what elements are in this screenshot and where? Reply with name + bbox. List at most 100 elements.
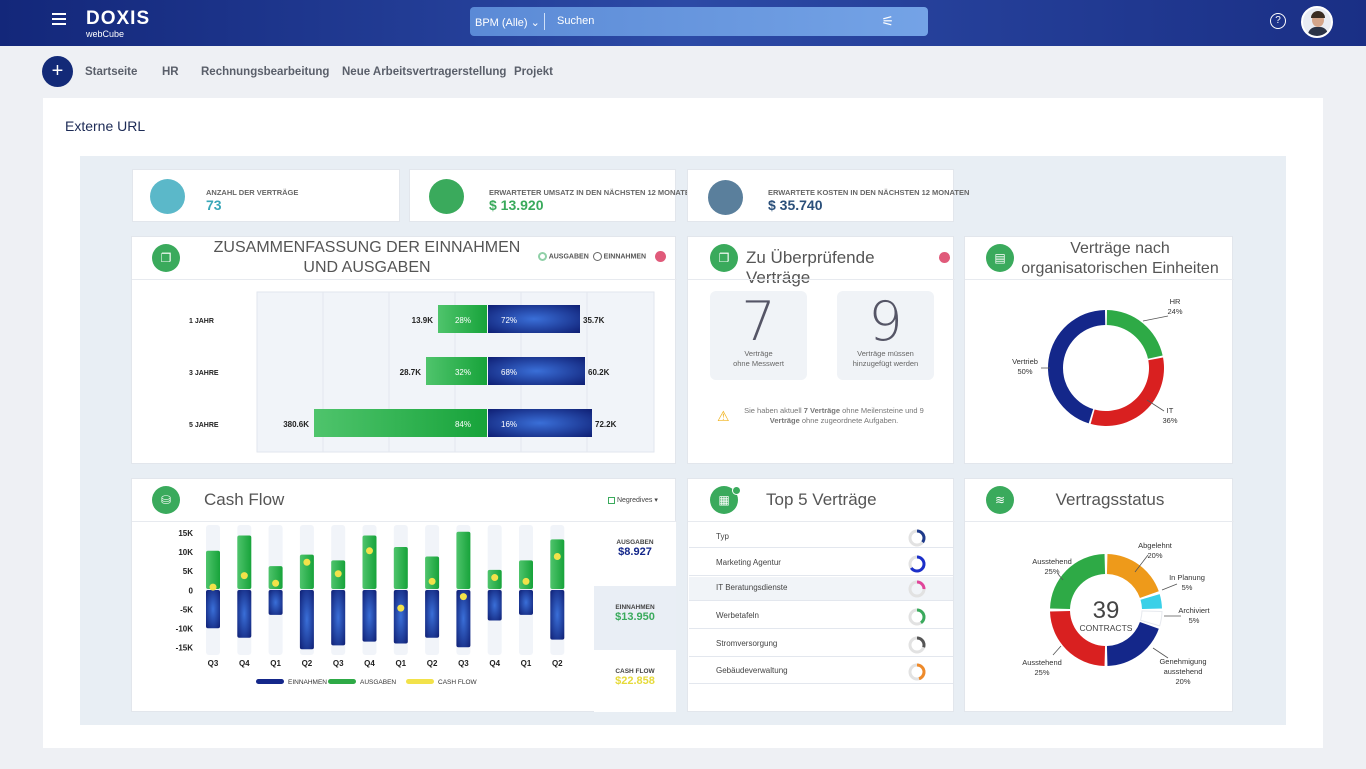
bar-einnahmen[interactable] xyxy=(393,590,408,644)
bar-einnahmen[interactable] xyxy=(237,590,252,638)
cashflow-point[interactable] xyxy=(491,574,499,582)
list-item[interactable]: IT Beratungsdienste xyxy=(689,577,953,601)
search-input[interactable]: Suchen xyxy=(557,15,595,27)
divider xyxy=(132,279,677,280)
filter-icon[interactable]: ⚟ xyxy=(881,13,894,29)
bar-einnahmen[interactable] xyxy=(519,590,533,615)
legend-swatch xyxy=(406,679,434,684)
search-bar[interactable]: BPM (Alle) ⌄ Suchen ⚟ xyxy=(470,7,928,36)
bar-einnahmen[interactable] xyxy=(488,305,580,333)
bar-ausgaben[interactable] xyxy=(456,531,471,589)
mini-donut-icon xyxy=(908,529,926,547)
app-logo[interactable]: DOXIS webCube xyxy=(86,9,150,39)
x-tick-label: Q2 xyxy=(552,659,563,668)
logo-sub: webCube xyxy=(86,29,125,39)
bar-ausgaben[interactable] xyxy=(299,554,314,589)
nav-item-startseite[interactable]: Startseite xyxy=(85,66,138,78)
bar-value-label: 13.9K xyxy=(412,316,434,325)
x-tick-label: Q1 xyxy=(521,659,532,668)
bar-ausgaben[interactable] xyxy=(438,305,487,333)
bar-ausgaben[interactable] xyxy=(393,546,408,589)
nav-item-hr[interactable]: HR xyxy=(162,66,179,78)
cashflow-point[interactable] xyxy=(428,577,436,585)
search-separator xyxy=(544,13,545,30)
bar-einnahmen[interactable] xyxy=(487,590,502,621)
donut-slice-it[interactable] xyxy=(1090,357,1164,426)
nav-item-arbeitsvertrag[interactable]: Neue Arbeitsvertragerstellung xyxy=(342,66,507,78)
cashflow-point[interactable] xyxy=(459,593,467,601)
bar-einnahmen[interactable] xyxy=(488,409,592,437)
bar-einnahmen[interactable] xyxy=(550,590,565,640)
bar-einnahmen[interactable] xyxy=(268,590,283,615)
cashflow-point[interactable] xyxy=(240,572,248,580)
radio-einnahmen-icon[interactable] xyxy=(592,252,602,261)
radio-ausgaben-icon[interactable] xyxy=(538,252,547,261)
nav-item-projekt[interactable]: Projekt xyxy=(514,66,553,78)
bar-ausgaben[interactable] xyxy=(426,357,487,385)
page-title: Externe URL xyxy=(65,118,146,134)
cashflow-point[interactable] xyxy=(366,547,373,555)
nav-item-rechnungsbearbeitung[interactable]: Rechnungsbearbeitung xyxy=(201,66,330,78)
bar-einnahmen[interactable] xyxy=(331,590,346,646)
list-item[interactable]: Gebäudeverwaltung xyxy=(689,660,953,684)
metric-number: 7 xyxy=(741,290,776,353)
cashflow-point[interactable] xyxy=(209,583,217,591)
cashflow-point[interactable] xyxy=(522,577,530,585)
list-item[interactable]: Stromversorgung xyxy=(689,633,953,657)
legend-label: AUSGABEN xyxy=(360,679,396,686)
bar-einnahmen[interactable] xyxy=(488,357,585,385)
donut-slice[interactable] xyxy=(1140,594,1162,610)
donut-slice-vertrieb[interactable] xyxy=(1048,310,1106,424)
kpi-card-costs: ERWARTETE KOSTEN IN DEN NÄCHSTEN 12 MONA… xyxy=(687,169,969,222)
donut-slice[interactable] xyxy=(1050,554,1106,610)
list-item[interactable]: Marketing Agentur xyxy=(689,552,953,576)
donut-slice-hr[interactable] xyxy=(1106,310,1163,359)
legend-ausgaben: AUSGABEN xyxy=(548,253,589,261)
x-tick-label: Q2 xyxy=(302,659,313,668)
bar-ausgaben[interactable] xyxy=(550,539,565,589)
cashflow-point[interactable] xyxy=(553,553,561,561)
bar-einnahmen[interactable] xyxy=(299,590,314,650)
center-number: 39 xyxy=(1093,597,1120,624)
search-scope-dropdown[interactable]: BPM (Alle) ⌄ xyxy=(475,16,540,29)
cashflow-point[interactable] xyxy=(303,558,311,566)
bar-ausgaben[interactable] xyxy=(314,409,487,437)
bar-ausgaben[interactable] xyxy=(519,560,533,589)
summary-value: $13.950 xyxy=(615,611,655,623)
metric-box-no-milestone[interactable]: 7 Verträge ohne Messwert xyxy=(710,291,807,380)
bar-einnahmen[interactable] xyxy=(362,590,377,642)
bar-ausgaben[interactable] xyxy=(237,535,252,589)
caret-down-icon: ▾ xyxy=(654,497,658,504)
leader-line xyxy=(1161,583,1178,591)
help-icon[interactable]: ? xyxy=(1270,13,1286,29)
list-item[interactable]: Werbetafeln xyxy=(689,605,953,629)
y-tick-label: 15K xyxy=(178,529,193,538)
donut-slice[interactable] xyxy=(1106,554,1159,598)
cashflow-dropdown[interactable]: Negredives ▾ xyxy=(608,496,658,504)
metric-box-to-add[interactable]: 9 Verträge müssen hinzugefügt werden xyxy=(837,291,934,380)
warning-part: Sie haben aktuell xyxy=(744,406,804,415)
cashflow-point[interactable] xyxy=(272,579,280,587)
kpi-value: 73 xyxy=(206,197,222,213)
donut-slice[interactable] xyxy=(1139,610,1163,627)
add-button[interactable]: + xyxy=(42,56,73,87)
cashflow-point[interactable] xyxy=(397,604,405,612)
bar-value-label: 35.7K xyxy=(583,316,605,325)
slice-label: ausstehend xyxy=(1164,667,1203,676)
bar-ausgaben[interactable] xyxy=(425,556,440,589)
cashflow-point[interactable] xyxy=(334,570,342,578)
warning-part: ohne Meilensteine und 9 xyxy=(840,406,924,415)
avatar[interactable] xyxy=(1301,6,1333,38)
summary-label: EINNAHMEN xyxy=(615,604,655,611)
org-title: Verträge nach organisatorischen Einheiten xyxy=(1020,239,1220,279)
bar-ausgaben[interactable] xyxy=(206,550,220,589)
bar-einnahmen[interactable] xyxy=(425,590,440,638)
bar-einnahmen[interactable] xyxy=(456,590,471,648)
donut-slice[interactable] xyxy=(1106,622,1159,666)
bar-einnahmen[interactable] xyxy=(206,590,220,629)
warning-text: Sie haben aktuell 7 Verträge ohne Meilen… xyxy=(734,406,934,426)
menu-icon[interactable] xyxy=(52,13,66,25)
donut-slice[interactable] xyxy=(1050,610,1106,666)
bar-ausgaben[interactable] xyxy=(362,535,377,589)
metric-label-line1: Verträge xyxy=(744,349,773,358)
